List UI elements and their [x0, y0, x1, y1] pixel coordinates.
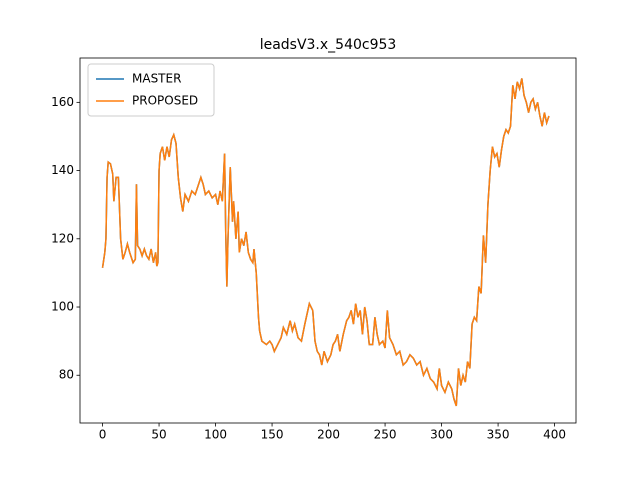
- plot-frame: [79, 57, 577, 424]
- series-line: [101, 78, 550, 407]
- x-tick-label: 200: [317, 428, 340, 442]
- y-tick-label: 160: [51, 95, 74, 109]
- legend-label: PROPOSED: [132, 94, 198, 108]
- x-tick-label: 250: [374, 428, 397, 442]
- chart-title: leadsV3.x_540c953: [260, 37, 397, 53]
- y-tick-label: 120: [51, 231, 74, 245]
- x-tick-label: 50: [151, 428, 166, 442]
- legend-box: [87, 63, 215, 117]
- y-tick-label: 80: [59, 368, 74, 382]
- y-tick-label: 100: [51, 300, 74, 314]
- y-tick-label: 140: [51, 163, 74, 177]
- x-tick-label: 350: [487, 428, 510, 442]
- x-tick-label: 100: [204, 428, 227, 442]
- x-tick-label: 400: [543, 428, 566, 442]
- x-tick-label: 0: [99, 428, 107, 442]
- x-tick-label: 300: [430, 428, 453, 442]
- legend-label: MASTER: [132, 72, 181, 86]
- x-tick-label: 150: [261, 428, 284, 442]
